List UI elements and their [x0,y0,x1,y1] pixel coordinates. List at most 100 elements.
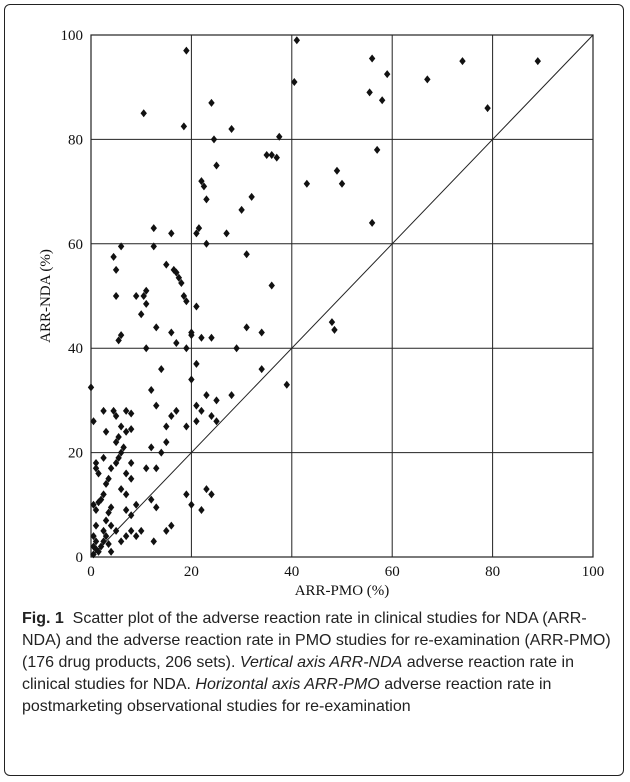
y-tick-label: 20 [68,446,83,462]
data-point [112,265,120,274]
data-point [112,459,120,468]
data-point [163,526,170,535]
data-point [198,177,205,186]
data-point [193,302,200,311]
data-point [148,385,155,394]
data-point [183,297,190,306]
data-point [97,495,105,504]
data-point [366,88,373,97]
data-point [178,278,185,287]
data-point [143,464,150,473]
data-point [163,438,170,447]
data-point [168,328,175,337]
data-point [378,96,386,105]
data-point [183,490,190,499]
x-tick-labels: 0 20 40 60 80 100 [87,564,604,580]
data-point [92,464,100,473]
data-point [193,229,200,238]
data-point [188,331,195,340]
data-point [208,412,215,421]
data-point [107,503,115,512]
data-point [248,192,255,201]
data-point [122,506,130,515]
data-point [138,526,145,535]
caption-vertical-axis-label: Vertical axis ARR-NDA [239,654,403,671]
data-point [95,498,102,507]
data-point [183,344,190,353]
caption-main-text: Scatter plot of the adverse reaction rat… [22,610,611,671]
data-point [143,286,150,295]
data-point [283,380,290,389]
caption-horizontal-axis-label: Horizontal axis ARR-PMO [195,676,380,693]
data-point [105,539,112,548]
data-point [175,273,183,282]
data-point [459,57,466,66]
data-point [122,532,130,541]
data-point [132,532,140,541]
data-point [383,70,391,79]
data-point [168,229,175,238]
data-point [173,268,180,277]
data-point [127,425,135,434]
data-point [303,179,311,188]
data-point [110,252,117,261]
data-point [127,459,135,468]
x-tick-label: 80 [485,564,500,580]
data-point [228,124,235,133]
data-point [127,474,135,483]
data-point [203,485,210,494]
data-point [268,151,275,160]
data-point [338,179,346,188]
data-point [173,338,180,347]
data-point [293,36,301,45]
data-point [112,526,120,535]
data-point [117,242,125,251]
data-points [87,36,541,559]
data-point [100,526,107,535]
data-point [102,532,110,541]
data-point [90,500,97,509]
data-point [105,474,112,483]
data-point [373,145,381,154]
data-point [115,432,122,441]
data-point [328,318,336,327]
data-point [238,205,245,214]
data-point [258,328,265,337]
x-tick-label: 40 [284,564,299,580]
data-point [100,406,107,415]
data-point [163,422,170,431]
data-point [198,506,205,515]
data-point [291,77,298,86]
y-tick-label: 40 [68,341,83,357]
y-tick-label: 60 [68,237,83,253]
data-point [112,412,120,421]
data-point [213,161,220,170]
data-point [424,75,431,84]
x-tick-label: 0 [87,564,95,580]
data-point [143,344,150,353]
data-point [107,464,115,473]
data-point [140,109,147,118]
data-point [117,485,125,494]
data-point [112,292,120,300]
data-point [195,224,203,233]
data-point [198,333,205,342]
data-point [180,292,188,300]
data-point [273,153,280,162]
data-point [208,98,215,107]
data-point [173,406,180,415]
data-point [208,490,215,499]
data-point [203,391,210,400]
data-point [150,242,157,251]
data-point [107,547,115,556]
data-point [150,537,157,546]
figure-label: Fig. 1 [22,610,64,627]
y-axis-label: ARR-NDA (%) [38,249,54,343]
data-point [163,260,170,269]
data-point [110,406,117,415]
y-tick-label: 100 [61,28,84,44]
data-point [90,550,97,559]
data-point [127,409,135,418]
data-point [188,375,195,384]
data-point [100,537,107,546]
